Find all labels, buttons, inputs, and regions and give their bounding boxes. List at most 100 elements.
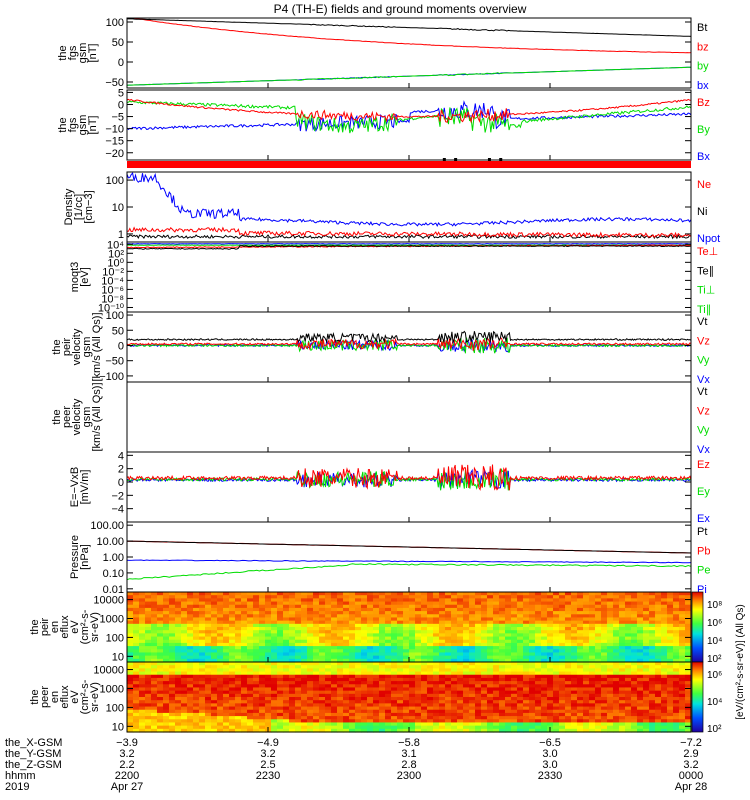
peer-spec-cell <box>157 662 164 666</box>
peir-spec-cell <box>469 611 476 615</box>
peer-spec-cell <box>589 674 596 679</box>
peir-spec-cell <box>331 642 338 647</box>
peer-spec-cell <box>295 703 302 708</box>
peir-spec-cell <box>661 646 668 650</box>
peir-spec-cell <box>439 607 446 612</box>
peir-spec-cell <box>499 607 506 612</box>
peir-spec-cell <box>595 627 602 631</box>
peir-spec-cell <box>151 611 158 615</box>
peer-spec-cell <box>151 665 158 669</box>
peir-spec-cell <box>493 601 500 606</box>
peir-spec-cell <box>457 620 464 625</box>
peer-spec-cell <box>583 674 590 679</box>
peer-spec-cell <box>175 687 182 692</box>
peer-spec-cell <box>325 693 332 698</box>
peir-spec-cell <box>253 655 260 660</box>
peir-spec-cell <box>637 617 644 622</box>
peir-spec-cell <box>433 592 440 596</box>
peir-spec-cell <box>685 607 692 612</box>
peir-spec-cell <box>661 614 668 619</box>
peir-spec-cell <box>157 607 164 612</box>
peer-spec-cell <box>445 697 452 701</box>
peer-spec-cell <box>139 700 146 704</box>
peer-spec-cell <box>613 706 620 711</box>
peir-spec-cell <box>469 655 476 660</box>
peir-spec-cell <box>637 658 644 663</box>
peir-spec-cell <box>271 646 278 650</box>
peer-spec-cell <box>421 706 428 711</box>
peer-spec-cell <box>157 665 164 669</box>
peer-spec-cell <box>169 677 176 682</box>
peir-spec-cell <box>217 658 224 663</box>
peer-spec-cell <box>271 703 278 708</box>
peer-spec-cell <box>565 674 572 679</box>
y-axis-label: en <box>49 621 61 633</box>
peir-spec-cell <box>253 598 260 603</box>
peer-spec-cell <box>157 687 164 692</box>
peir-spec-cell <box>499 658 506 663</box>
peir-spec-cell <box>463 611 470 615</box>
peer-spec-cell <box>211 703 218 708</box>
peer-spec-cell <box>145 674 152 679</box>
peer-spec-cell <box>529 687 536 692</box>
peir-spec-cell <box>583 607 590 612</box>
y-axis-label: eV <box>69 620 81 634</box>
peir-spec-cell <box>301 617 308 622</box>
peir-spec-cell <box>529 655 536 660</box>
peer-spec-cell <box>427 690 434 695</box>
peer-spec-cell <box>217 700 224 704</box>
peir-spec-cell <box>625 639 632 644</box>
peer-spec-cell <box>271 668 278 673</box>
peir-spec-cell <box>367 607 374 612</box>
peer-spec-cell <box>253 662 260 666</box>
peir-spec-cell <box>223 649 230 654</box>
peir-spec-cell <box>649 611 656 615</box>
peir-spec-cell <box>649 601 656 606</box>
peir-spec-cell <box>319 646 326 650</box>
peir-spec-cell <box>601 652 608 657</box>
peer-spec-cell <box>433 674 440 679</box>
peer-spec-cell <box>619 674 626 679</box>
peer-spec-cell <box>649 693 656 698</box>
peir-spec-cell <box>421 627 428 631</box>
peer-spec-cell <box>571 722 578 727</box>
peir-spec-cell <box>487 604 494 609</box>
peir-spec-cell <box>337 592 344 596</box>
peer-spec-cell <box>439 709 446 714</box>
peer-spec-cell <box>589 693 596 698</box>
peer-spec-cell <box>367 674 374 679</box>
peir-spec-cell <box>253 652 260 657</box>
peir-spec-cell <box>499 592 506 596</box>
peer-spec-cell <box>541 709 548 714</box>
peer-spec-cell <box>133 681 140 685</box>
peir-spec-cell <box>631 630 638 634</box>
peer-spec-cell <box>235 722 242 727</box>
peir-spec-cell <box>553 649 560 654</box>
peer-spec-cell <box>181 665 188 669</box>
peer-spec-cell <box>397 697 404 701</box>
peir-spec-cell <box>187 592 194 596</box>
peer-spec-cell <box>133 677 140 682</box>
peer-spec-cell <box>283 681 290 685</box>
peer-spec-cell <box>679 677 686 682</box>
peer-spec-cell <box>625 712 632 717</box>
peer-spec-cell <box>565 709 572 714</box>
peer-spec-cell <box>253 693 260 698</box>
peir-spec-cell <box>643 623 650 628</box>
peir-spec-cell <box>517 623 524 628</box>
peer-spec-cell <box>649 684 656 689</box>
peer-spec-cell <box>529 671 536 676</box>
peir-spec-cell <box>421 633 428 638</box>
peir-spec-cell <box>241 646 248 650</box>
peir-spec-cell <box>493 639 500 644</box>
peir-spec-cell <box>217 636 224 641</box>
peir-spec-cell <box>607 646 614 650</box>
peir-spec-cell <box>559 652 566 657</box>
peer-spec-cell <box>145 697 152 701</box>
peir-spec-cell <box>265 598 272 603</box>
peir-spec-cell <box>655 607 662 612</box>
peir-spec-cell <box>643 607 650 612</box>
peer-spec-cell <box>613 709 620 714</box>
peer-spec-cell <box>145 700 152 704</box>
peer-spec-cell <box>367 693 374 698</box>
